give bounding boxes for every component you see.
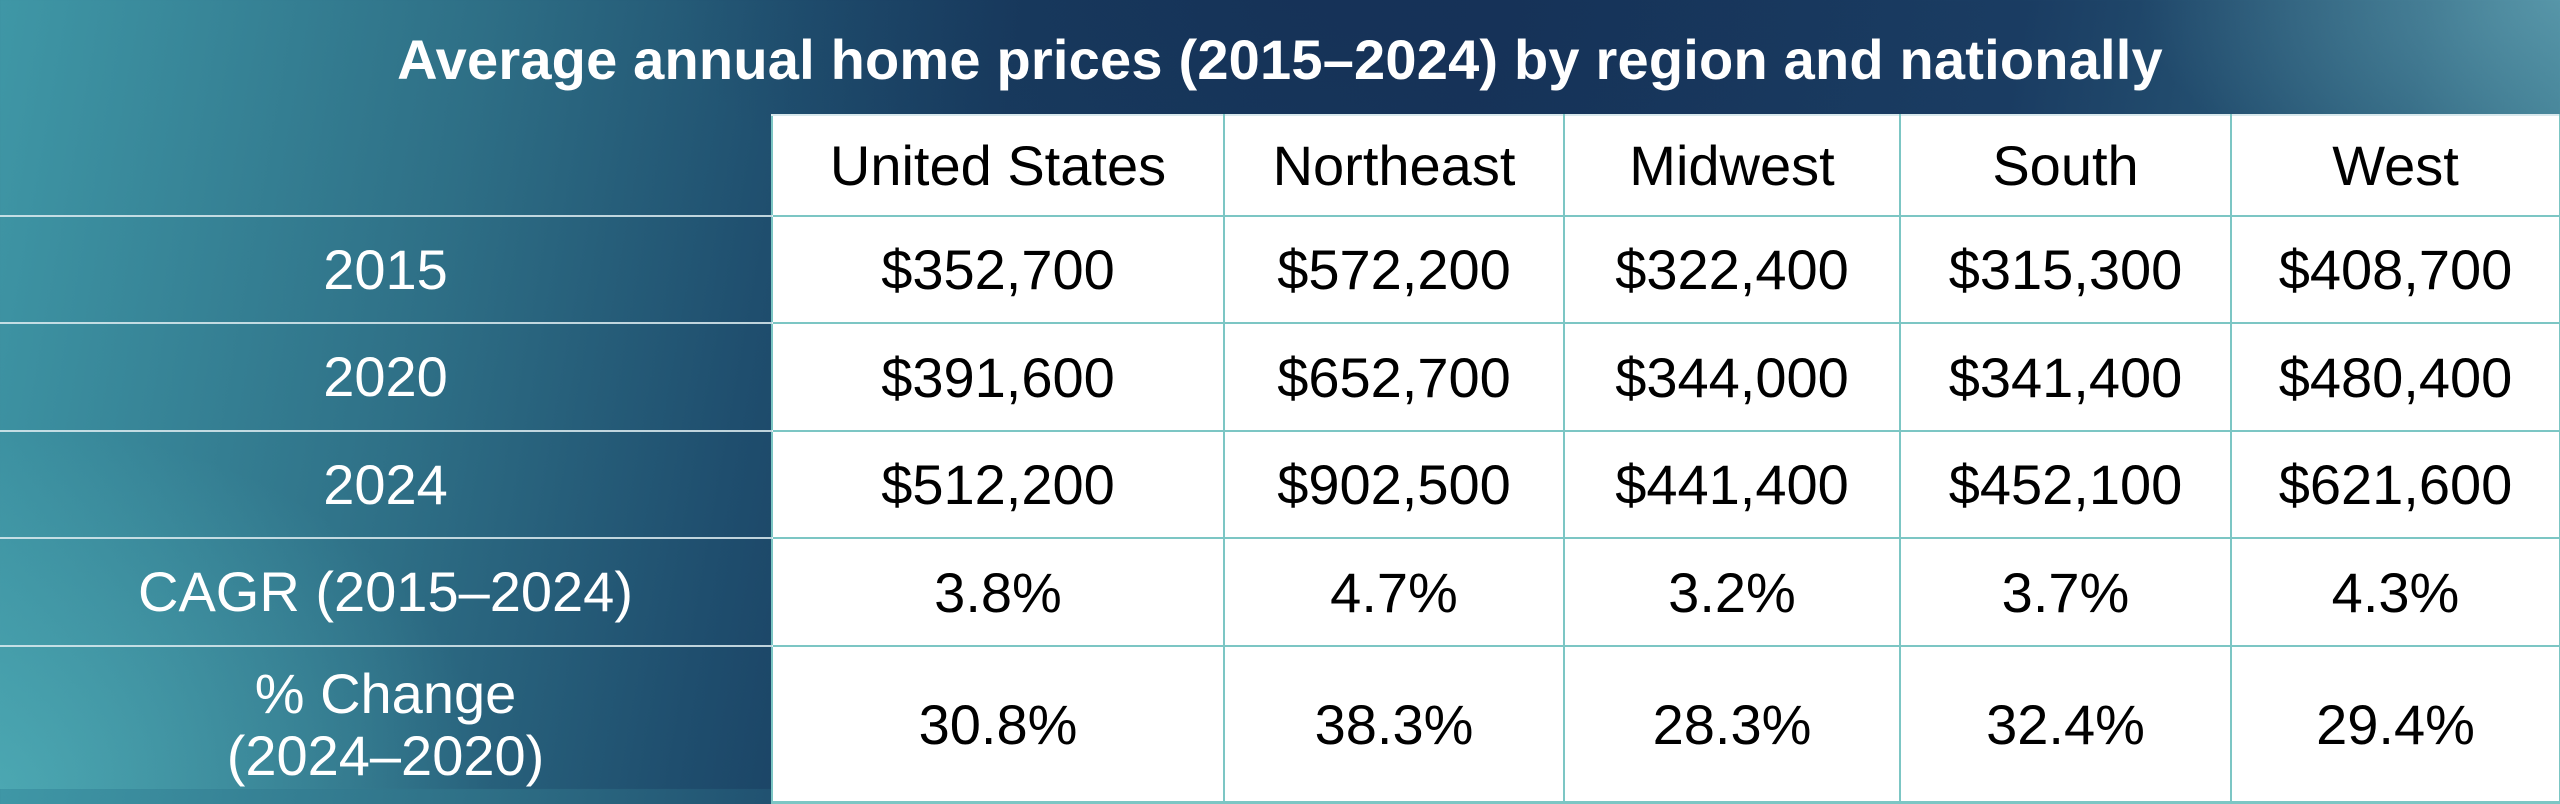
table-title: Average annual home prices (2015–2024) b…: [397, 27, 2163, 91]
table-cell: $621,600: [2230, 430, 2560, 539]
row-label: 2020: [0, 323, 772, 432]
column-header: Northeast: [1223, 114, 1565, 217]
table-cell: 4.3%: [2230, 537, 2560, 647]
row-label: 2015: [0, 216, 772, 324]
table-cell: $344,000: [1563, 322, 1901, 432]
table-cell: $652,700: [1223, 322, 1565, 432]
table-cell: $322,400: [1563, 215, 1901, 324]
table-cell: 3.8%: [771, 537, 1225, 647]
row-label-line: % Change: [254, 661, 517, 725]
table-row: 2015 $352,700 $572,200 $322,400 $315,300…: [0, 215, 2560, 324]
table-cell: 3.2%: [1563, 537, 1901, 647]
row-label: % Change (2024–2020): [0, 646, 772, 803]
row-label-line: (2024–2020): [226, 723, 545, 787]
table-cell: 32.4%: [1899, 645, 2232, 804]
price-table: United States Northeast Midwest South We…: [0, 114, 2560, 804]
table-cell: $480,400: [2230, 322, 2560, 432]
table-cell: $452,100: [1899, 430, 2232, 539]
table-cell: 28.3%: [1563, 645, 1901, 804]
table-cell: $315,300: [1899, 215, 2232, 324]
table-cell: $391,600: [771, 322, 1225, 432]
table-cell: $341,400: [1899, 322, 2232, 432]
table-cell: 29.4%: [2230, 645, 2560, 804]
table-row: 2024 $512,200 $902,500 $441,400 $452,100…: [0, 430, 2560, 539]
table-row: 2020 $391,600 $652,700 $344,000 $341,400…: [0, 322, 2560, 432]
table-cell: 3.7%: [1899, 537, 2232, 647]
column-header: United States: [771, 114, 1225, 217]
column-header: Midwest: [1563, 114, 1901, 217]
table-cell: $441,400: [1563, 430, 1901, 539]
table-row: % Change (2024–2020) 30.8% 38.3% 28.3% 3…: [0, 645, 2560, 804]
header-row: United States Northeast Midwest South We…: [0, 114, 2560, 217]
table-cell: $902,500: [1223, 430, 1565, 539]
header-corner: [0, 115, 772, 217]
table-cell: $352,700: [771, 215, 1225, 324]
table-cell: $408,700: [2230, 215, 2560, 324]
table-cell: 38.3%: [1223, 645, 1565, 804]
row-label: 2024: [0, 431, 772, 539]
table-cell: 4.7%: [1223, 537, 1565, 647]
table-row: CAGR (2015–2024) 3.8% 4.7% 3.2% 3.7% 4.3…: [0, 537, 2560, 647]
table-cell: 30.8%: [771, 645, 1225, 804]
table-cell: $512,200: [771, 430, 1225, 539]
table-cell: $572,200: [1223, 215, 1565, 324]
column-header: South: [1899, 114, 2232, 217]
column-header: West: [2230, 114, 2560, 217]
row-label: CAGR (2015–2024): [0, 538, 772, 647]
